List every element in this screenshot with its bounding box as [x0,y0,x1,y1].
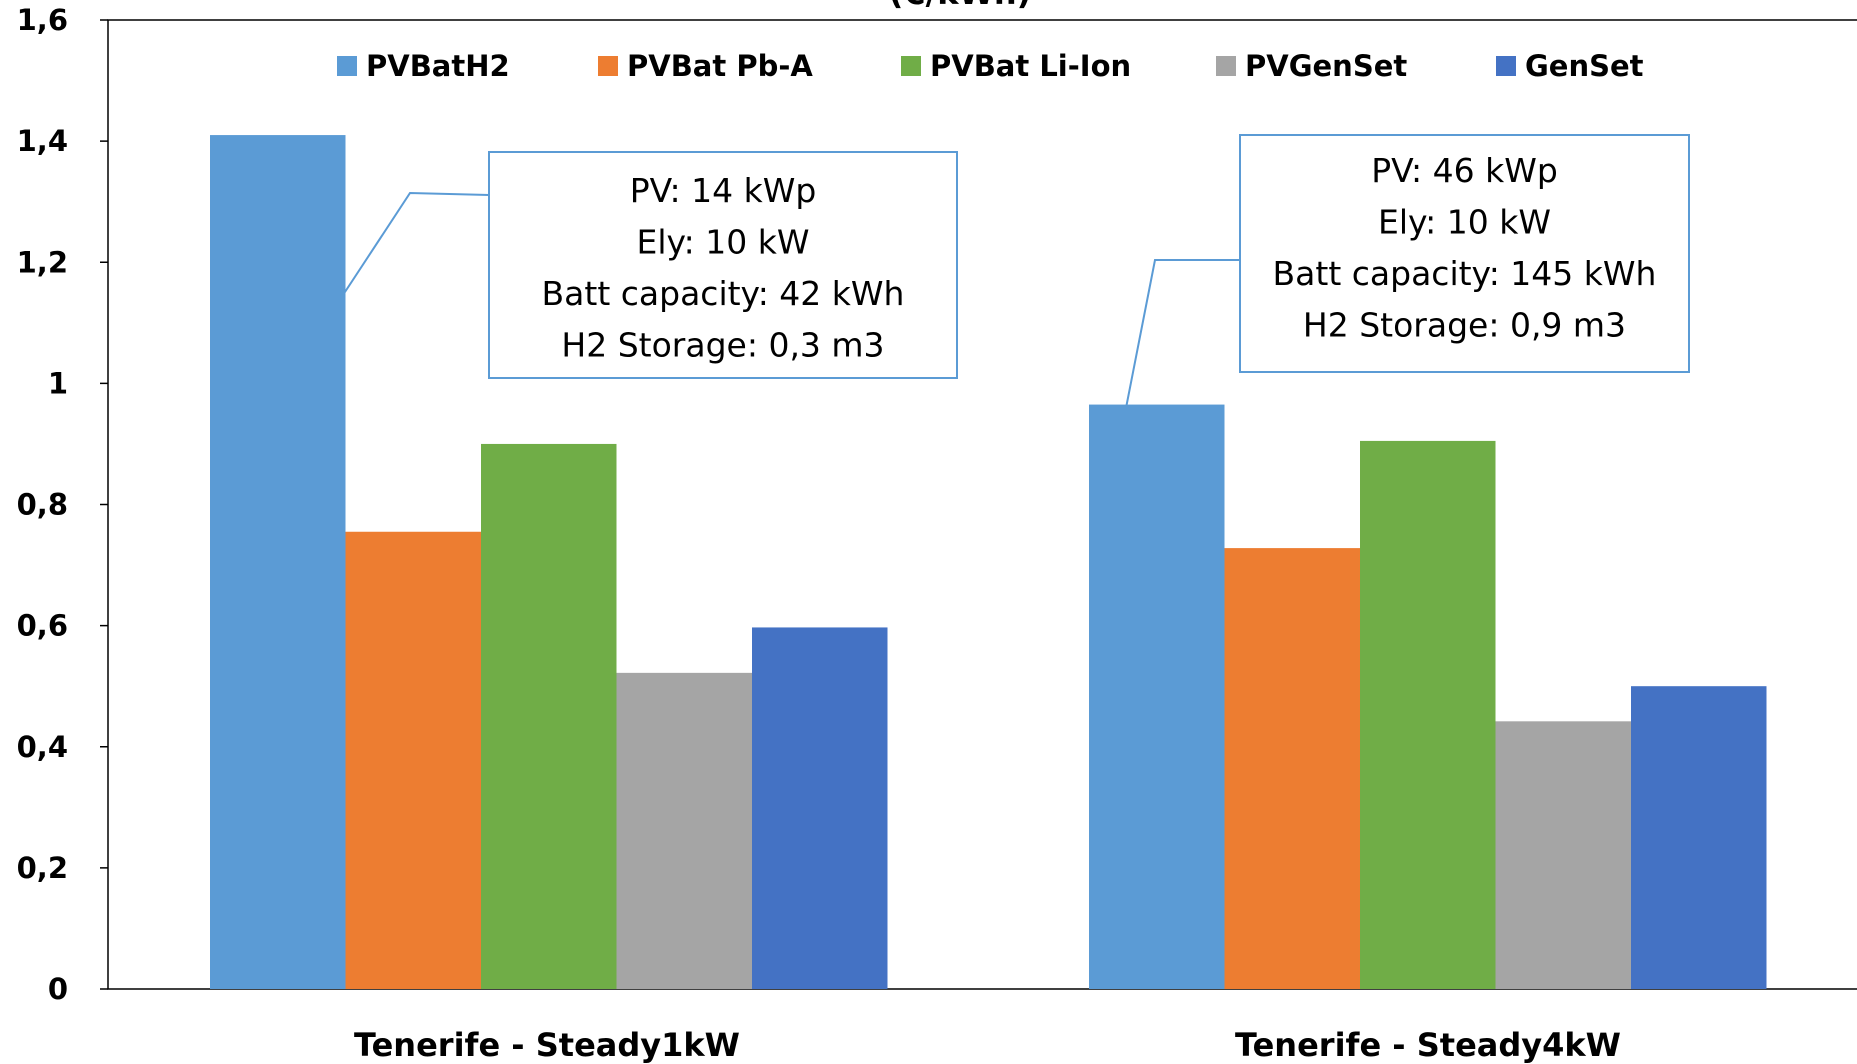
y-tick-label: 0,4 [17,730,68,764]
callout-line: PV: 14 kWp [630,171,817,210]
legend-swatch [337,56,357,76]
x-category-label: Tenerife - Steady4kW [1235,1026,1621,1064]
callout-line: Batt capacity: 42 kWh [542,274,905,313]
legend-swatch [598,56,618,76]
bar-genset-1 [752,627,888,989]
legend-label: PVBat Pb-A [627,49,813,83]
callouts-group: PV: 14 kWp Ely: 10 kW Batt capacity: 42 kW… [342,134,1690,409]
y-tick-label: 0,8 [17,488,68,522]
bar-pvbat-li-ion-2 [1360,440,1496,989]
y-tick-label: 1,4 [17,124,68,158]
legend-label: GenSet [1525,49,1644,83]
bar-genset-2 [1631,686,1767,989]
bar-pvgenset-1 [616,672,752,989]
legend-swatch [1496,56,1516,76]
y-tick-label: 1 [48,366,68,400]
bar-pvbat-pb-a-1 [345,531,481,989]
legend-swatch [901,56,921,76]
callout-line: H2 Storage: 0,3 m3 [561,326,884,365]
legend-swatch [1216,56,1236,76]
bar-pvbat-pb-a-2 [1224,548,1360,989]
bars-group [210,135,1767,990]
callout-leader-line [342,191,490,296]
x-axis: Tenerife - Steady1kW Tenerife - Steady4kW [354,1026,1621,1064]
callout-leader-line [1125,259,1240,409]
bar-pvbath2-1 [210,135,346,990]
bar-pvbat-li-ion-1 [481,443,617,989]
y-axis: 0 0,2 0,4 0,6 0,8 1 1,2 1,4 1,6 [17,3,108,1006]
callout-box [488,151,958,379]
legend: PVBatH2 PVBat Pb-A PVBat Li-Ion PVGenSet Gen… [337,49,1644,83]
bar-pvbath2-2 [1089,404,1225,989]
callout-line: Ely: 10 kW [1378,203,1551,242]
callout-line: H2 Storage: 0,9 m3 [1303,306,1626,345]
y-tick-label: 1,6 [17,3,68,37]
x-category-label: Tenerife - Steady1kW [354,1026,740,1064]
chart-title: (€/kWh) [889,0,1032,12]
callout-line: Batt capacity: 145 kWh [1273,254,1657,293]
y-tick-label: 1,2 [17,245,68,279]
callout-box [1239,134,1690,373]
legend-label: PVGenSet [1245,49,1407,83]
y-tick-label: 0,6 [17,609,68,643]
legend-label: PVBat Li-Ion [930,49,1131,83]
bar-pvgenset-2 [1495,721,1631,989]
y-tick-label: 0,2 [17,851,68,885]
callout-line: Ely: 10 kW [637,223,810,262]
y-tick-label: 0 [48,972,68,1006]
legend-label: PVBatH2 [366,49,510,83]
callout-line: PV: 46 kWp [1371,151,1558,190]
